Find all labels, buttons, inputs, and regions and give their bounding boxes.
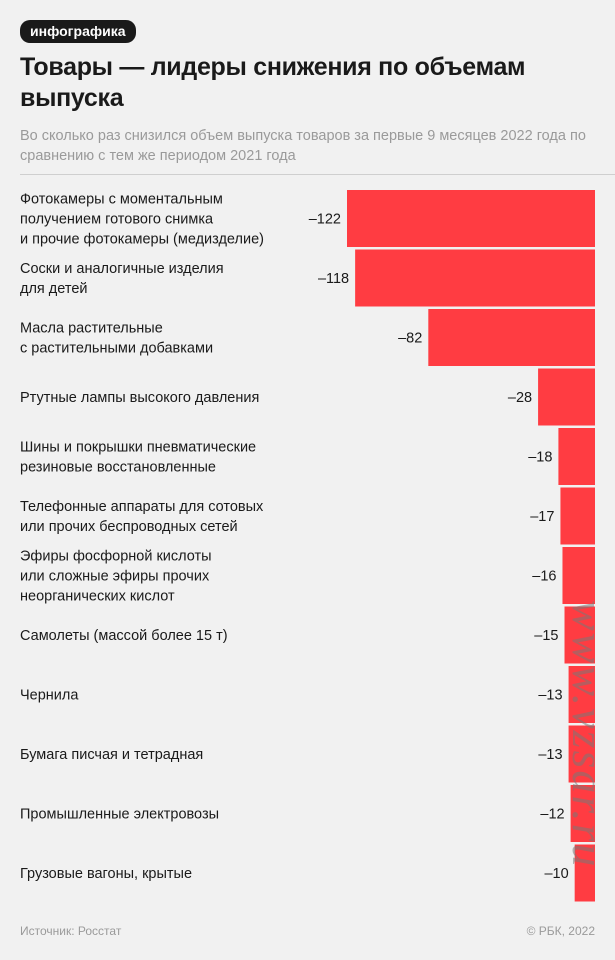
value-label-3: –28 [508, 390, 532, 406]
category-label-11: Грузовые вагоны, крытые [20, 866, 192, 882]
category-label-5: Телефонные аппараты для сотовых или прочи… [20, 499, 264, 535]
category-label-8: Чернила [20, 688, 79, 704]
bar-6 [562, 547, 595, 604]
category-label-0: Фотокамеры с моментальным получением гото… [20, 192, 264, 248]
chart-title: Товары — лидеры снижения по объемам выпу… [20, 53, 526, 112]
category-label-1: Соски и аналогичные изделия для детей [20, 261, 224, 297]
chart-subtitle: Во сколько раз снизился объем выпуска то… [20, 128, 586, 164]
value-label-10: –12 [540, 807, 564, 823]
bar-10 [570, 785, 595, 842]
category-label-7: Самолеты (массой более 15 т) [20, 628, 228, 644]
value-label-9: –13 [538, 747, 562, 763]
bar-1 [355, 249, 595, 307]
value-label-0: –122 [309, 212, 341, 228]
infographic-badge: инфографика [20, 20, 136, 43]
bar-7 [564, 606, 595, 664]
value-label-1: –118 [318, 271, 349, 287]
value-label-8: –13 [538, 688, 562, 704]
category-label-4: Шины и покрышки пневматические резиновые … [20, 440, 256, 476]
value-label-2: –82 [398, 331, 422, 347]
value-label-7: –15 [534, 628, 558, 644]
bar-2 [428, 309, 595, 366]
copyright-note: © РБК, 2022 [526, 924, 595, 938]
bar-11 [574, 844, 595, 902]
category-label-9: Бумага писчая и тетрадная [20, 747, 203, 763]
value-label-6: –16 [532, 569, 556, 585]
source-note: Источник: Росстат [20, 924, 122, 938]
value-label-4: –18 [528, 450, 552, 466]
bar-3 [538, 368, 595, 426]
value-label-5: –17 [530, 509, 554, 525]
bar-4 [558, 428, 595, 485]
bar-8 [568, 666, 595, 723]
bar-5 [560, 487, 595, 545]
watermark: www.vzsar.ru [563, 600, 614, 869]
header-divider [20, 174, 615, 175]
bar-0 [347, 190, 595, 247]
category-label-3: Ртутные лампы высокого давления [20, 390, 259, 406]
category-label-10: Промышленные электровозы [20, 807, 219, 823]
category-label-6: Эфиры фосфорной кислоты или сложные эфиры… [20, 549, 212, 605]
bar-9 [568, 725, 595, 783]
category-label-2: Масла растительные с растительными добавк… [20, 321, 213, 357]
value-label-11: –10 [544, 866, 568, 882]
